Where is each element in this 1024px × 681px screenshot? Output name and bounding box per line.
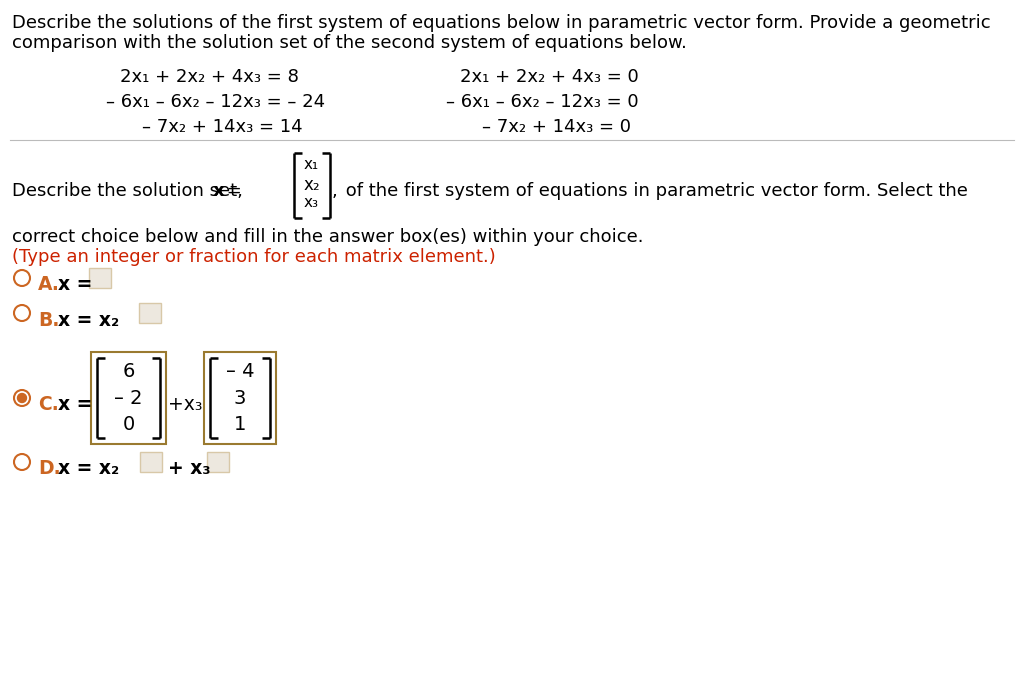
Text: x = x₂: x = x₂: [58, 311, 119, 330]
Text: C.: C.: [38, 396, 58, 415]
Text: – 7x₂ + 14x₃ = 0: – 7x₂ + 14x₃ = 0: [482, 118, 631, 136]
FancyBboxPatch shape: [207, 452, 229, 472]
FancyBboxPatch shape: [91, 352, 166, 444]
Text: 3: 3: [233, 388, 246, 407]
Text: Describe the solutions of the first system of equations below in parametric vect: Describe the solutions of the first syst…: [12, 14, 990, 32]
Text: x: x: [213, 183, 224, 200]
Text: x = x₂: x = x₂: [58, 460, 119, 479]
Text: – 2: – 2: [115, 388, 142, 407]
Text: 1: 1: [233, 415, 246, 434]
Text: comparison with the solution set of the second system of equations below.: comparison with the solution set of the …: [12, 34, 687, 52]
Text: (Type an integer or fraction for each matrix element.): (Type an integer or fraction for each ma…: [12, 248, 496, 266]
FancyBboxPatch shape: [204, 352, 276, 444]
Text: – 7x₂ + 14x₃ = 14: – 7x₂ + 14x₃ = 14: [142, 118, 303, 136]
Text: x =: x =: [58, 276, 92, 294]
Text: x₂: x₂: [304, 176, 321, 195]
Text: B.: B.: [38, 311, 59, 330]
Text: correct choice below and fill in the answer box(es) within your choice.: correct choice below and fill in the ans…: [12, 228, 643, 246]
Text: x₁: x₁: [304, 157, 319, 172]
Circle shape: [17, 394, 27, 402]
Text: +x₃: +x₃: [168, 396, 203, 415]
Text: 2x₁ + 2x₂ + 4x₃ = 8: 2x₁ + 2x₂ + 4x₃ = 8: [120, 68, 299, 86]
Text: – 4: – 4: [225, 362, 254, 381]
Text: Describe the solution set,: Describe the solution set,: [12, 183, 249, 200]
Text: – 6x₁ – 6x₂ – 12x₃ = 0: – 6x₁ – 6x₂ – 12x₃ = 0: [446, 93, 639, 111]
Text: x₃: x₃: [304, 195, 319, 210]
Text: 6: 6: [122, 362, 135, 381]
Text: of the first system of equations in parametric vector form. Select the: of the first system of equations in para…: [340, 183, 968, 200]
Text: ,: ,: [332, 183, 338, 200]
Text: 0: 0: [123, 415, 134, 434]
Text: D.: D.: [38, 460, 60, 479]
Text: =: =: [221, 183, 242, 200]
FancyBboxPatch shape: [139, 303, 161, 323]
FancyBboxPatch shape: [89, 268, 111, 288]
FancyBboxPatch shape: [140, 452, 162, 472]
Text: – 6x₁ – 6x₂ – 12x₃ = – 24: – 6x₁ – 6x₂ – 12x₃ = – 24: [106, 93, 326, 111]
Text: 2x₁ + 2x₂ + 4x₃ = 0: 2x₁ + 2x₂ + 4x₃ = 0: [460, 68, 639, 86]
Text: A.: A.: [38, 276, 59, 294]
Text: + x₃: + x₃: [168, 460, 211, 479]
Text: x =: x =: [58, 396, 92, 415]
